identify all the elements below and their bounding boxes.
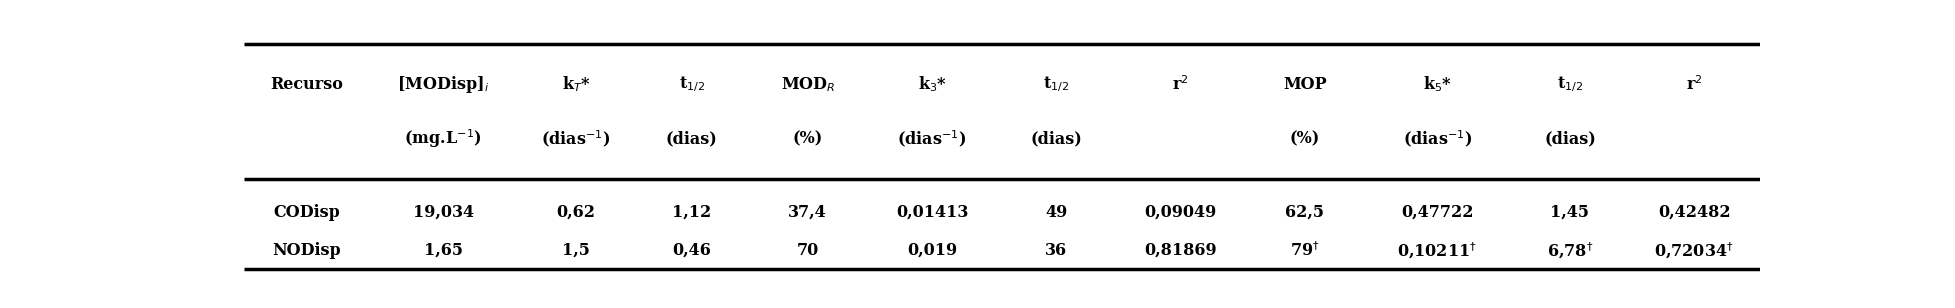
Text: 6,78$^{\dagger}$: 6,78$^{\dagger}$ [1546, 240, 1591, 261]
Text: 62,5: 62,5 [1284, 204, 1324, 221]
Text: 0,42482: 0,42482 [1658, 204, 1730, 221]
Text: (dias$^{-1}$): (dias$^{-1}$) [1402, 128, 1472, 149]
Text: (dias): (dias) [1542, 131, 1595, 148]
Text: 0,62: 0,62 [555, 204, 594, 221]
Text: [MODisp]$_i$: [MODisp]$_i$ [397, 74, 489, 95]
Text: 79$^{\dagger}$: 79$^{\dagger}$ [1288, 241, 1320, 260]
Text: 0,81869: 0,81869 [1144, 242, 1216, 259]
Text: (%): (%) [1288, 131, 1320, 148]
Text: MOP: MOP [1282, 76, 1325, 93]
Text: 0,01413: 0,01413 [895, 204, 968, 221]
Text: (dias$^{-1}$): (dias$^{-1}$) [542, 128, 610, 149]
Text: 0,72034$^{\dagger}$: 0,72034$^{\dagger}$ [1654, 240, 1734, 261]
Text: 1,45: 1,45 [1550, 204, 1589, 221]
Text: 0,09049: 0,09049 [1144, 204, 1216, 221]
Text: k$_T$*: k$_T$* [561, 75, 590, 94]
Text: (dias): (dias) [665, 131, 717, 148]
Text: 49: 49 [1044, 204, 1067, 221]
Text: (%): (%) [792, 131, 823, 148]
Text: 0,47722: 0,47722 [1400, 204, 1472, 221]
Text: 0,019: 0,019 [907, 242, 956, 259]
Text: t$_{1/2}$: t$_{1/2}$ [1042, 75, 1069, 94]
Text: 1,65: 1,65 [424, 242, 463, 259]
Text: (dias$^{-1}$): (dias$^{-1}$) [897, 128, 966, 149]
Text: k$_3$*: k$_3$* [917, 75, 946, 94]
Text: r$^2$: r$^2$ [1685, 75, 1701, 94]
Text: 0,10211$^{\dagger}$: 0,10211$^{\dagger}$ [1396, 240, 1476, 261]
Text: r$^2$: r$^2$ [1171, 75, 1189, 94]
Text: t$_{1/2}$: t$_{1/2}$ [678, 75, 704, 94]
Text: 37,4: 37,4 [788, 204, 827, 221]
Text: CODisp: CODisp [274, 204, 340, 221]
Text: t$_{1/2}$: t$_{1/2}$ [1556, 75, 1582, 94]
Text: 70: 70 [796, 242, 819, 259]
Text: NODisp: NODisp [272, 242, 340, 259]
Text: 1,5: 1,5 [561, 242, 590, 259]
Text: (mg.L$^{-1}$): (mg.L$^{-1}$) [405, 128, 481, 150]
Text: k$_5$*: k$_5$* [1421, 75, 1451, 94]
Text: Recurso: Recurso [270, 76, 342, 93]
Text: 1,12: 1,12 [673, 204, 712, 221]
Text: 36: 36 [1044, 242, 1067, 259]
Text: 0,46: 0,46 [673, 242, 712, 259]
Text: 19,034: 19,034 [413, 204, 473, 221]
Text: (dias): (dias) [1030, 131, 1081, 148]
Text: MOD$_R$: MOD$_R$ [780, 75, 835, 94]
